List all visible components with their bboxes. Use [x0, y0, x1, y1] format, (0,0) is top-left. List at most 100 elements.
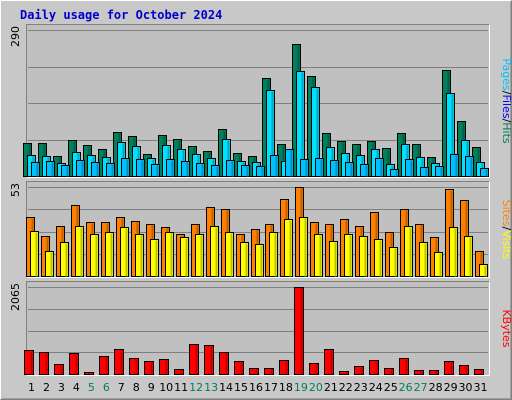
- bar-sites-day-9: [150, 239, 159, 277]
- bar-shade: [450, 362, 453, 375]
- bar-shade: [465, 366, 468, 375]
- bar-shade: [395, 170, 398, 177]
- legend-visits: Visits: [500, 230, 512, 259]
- bar-kbytes-day-20: [309, 363, 319, 375]
- day-label-31: 31: [474, 381, 488, 394]
- bar-pages-day-23: [360, 164, 369, 177]
- bar-shade: [300, 288, 303, 375]
- day-label-6: 6: [103, 381, 110, 394]
- bar-shade: [270, 369, 273, 375]
- day-label-29: 29: [444, 381, 458, 394]
- bar-sites-day-4: [75, 226, 84, 277]
- bar-sites-day-24: [374, 239, 383, 277]
- bar-shade: [274, 233, 277, 277]
- day-labels: 1 2 3 4 5 6 7 8 9 10 11 12 13 14 15 16 17 18 19 20 21 22 23 24 2…: [28, 381, 488, 394]
- bar-shade: [140, 235, 143, 277]
- bar-kbytes-day-5: [84, 372, 94, 375]
- bar-sites-day-16: [255, 244, 264, 277]
- bar-shade: [330, 350, 333, 375]
- bar-shade: [185, 238, 188, 277]
- bar-kbytes-day-4: [69, 353, 79, 375]
- bar-pages-day-3: [61, 165, 70, 177]
- legend-kbytes: KBytes: [500, 309, 512, 347]
- bar-pages-day-6: [106, 163, 115, 177]
- legend-visits-sites: Sites/Visits: [500, 200, 512, 260]
- bar-pages-day-25: [390, 169, 399, 177]
- bar-shade: [66, 166, 69, 177]
- bar-sites-day-10: [165, 232, 174, 277]
- bar-kbytes-day-10: [159, 359, 169, 375]
- bar-shade: [334, 242, 337, 277]
- bar-sites-day-30: [464, 236, 473, 277]
- plot-area: [26, 281, 490, 376]
- bar-shade: [227, 140, 230, 177]
- bar-pages-day-22: [345, 162, 354, 177]
- bar-sites-day-12: [195, 234, 204, 277]
- plot-bevel-dark: [26, 24, 490, 178]
- bar-sites-day-14: [225, 232, 234, 277]
- bar-shade: [240, 362, 243, 375]
- bar-shade: [216, 166, 219, 177]
- bar-shade: [390, 369, 393, 375]
- bar-shade: [394, 248, 397, 277]
- bar-kbytes-day-11: [174, 369, 184, 375]
- bar-shade: [261, 167, 264, 177]
- bar-kbytes-day-3: [54, 364, 64, 375]
- plot-bevel-light: [26, 181, 490, 278]
- bar-shade: [349, 235, 352, 277]
- bar-pages-day-8: [136, 159, 145, 177]
- bar-shade: [484, 265, 487, 277]
- bar-shade: [111, 164, 114, 177]
- bar-sites-day-5: [90, 234, 99, 277]
- plot-bevel-light: [26, 24, 490, 178]
- day-label-14: 14: [219, 381, 233, 394]
- bar-pages-day-27: [420, 167, 429, 177]
- day-label-11: 11: [174, 381, 188, 394]
- bar-shade: [80, 227, 83, 277]
- bar-shade: [150, 362, 153, 375]
- bar-sites-day-21: [329, 241, 338, 277]
- bar-shade: [455, 155, 458, 177]
- bar-shade: [36, 163, 39, 177]
- bar-shade: [30, 351, 33, 375]
- bar-pages-day-31: [480, 168, 489, 177]
- bar-shade: [350, 163, 353, 177]
- bar-shade: [410, 160, 413, 177]
- day-label-20: 20: [309, 381, 323, 394]
- bar-shade: [335, 161, 338, 177]
- bar-pages-day-30: [465, 156, 474, 177]
- bar-pages-day-11: [181, 161, 190, 177]
- bar-shade: [126, 159, 129, 177]
- bar-shade: [155, 240, 158, 277]
- bar-kbytes-day-24: [369, 360, 379, 375]
- bar-shade: [470, 157, 473, 177]
- bar-sites-day-31: [479, 264, 488, 277]
- bar-kbytes-day-15: [234, 361, 244, 375]
- bar-shade: [201, 164, 204, 177]
- bar-sites-day-11: [180, 237, 189, 277]
- bar-shade: [435, 371, 438, 375]
- bar-pages-day-7: [121, 158, 130, 177]
- day-label-22: 22: [339, 381, 353, 394]
- bar-shade: [171, 160, 174, 177]
- bar-shade: [135, 359, 138, 375]
- day-label-30: 30: [459, 381, 473, 394]
- bar-sites-day-6: [105, 232, 114, 277]
- bar-shade: [305, 160, 308, 177]
- day-label-8: 8: [133, 381, 140, 394]
- bar-shade: [380, 159, 383, 177]
- bar-shade: [105, 357, 108, 375]
- bar-shade: [215, 227, 218, 277]
- bar-shade: [225, 353, 228, 375]
- bar-kbytes-day-22: [339, 371, 349, 375]
- plot-bevel-dark: [26, 281, 490, 376]
- chart-title: Daily usage for October 2024: [20, 8, 222, 22]
- bar-shade: [81, 161, 84, 177]
- bar-kbytes-day-19: [294, 287, 304, 375]
- day-label-2: 2: [43, 381, 50, 394]
- day-label-3: 3: [58, 381, 65, 394]
- bar-shade: [125, 228, 128, 277]
- bar-pages-day-2: [46, 161, 55, 177]
- bar-shade: [271, 91, 274, 177]
